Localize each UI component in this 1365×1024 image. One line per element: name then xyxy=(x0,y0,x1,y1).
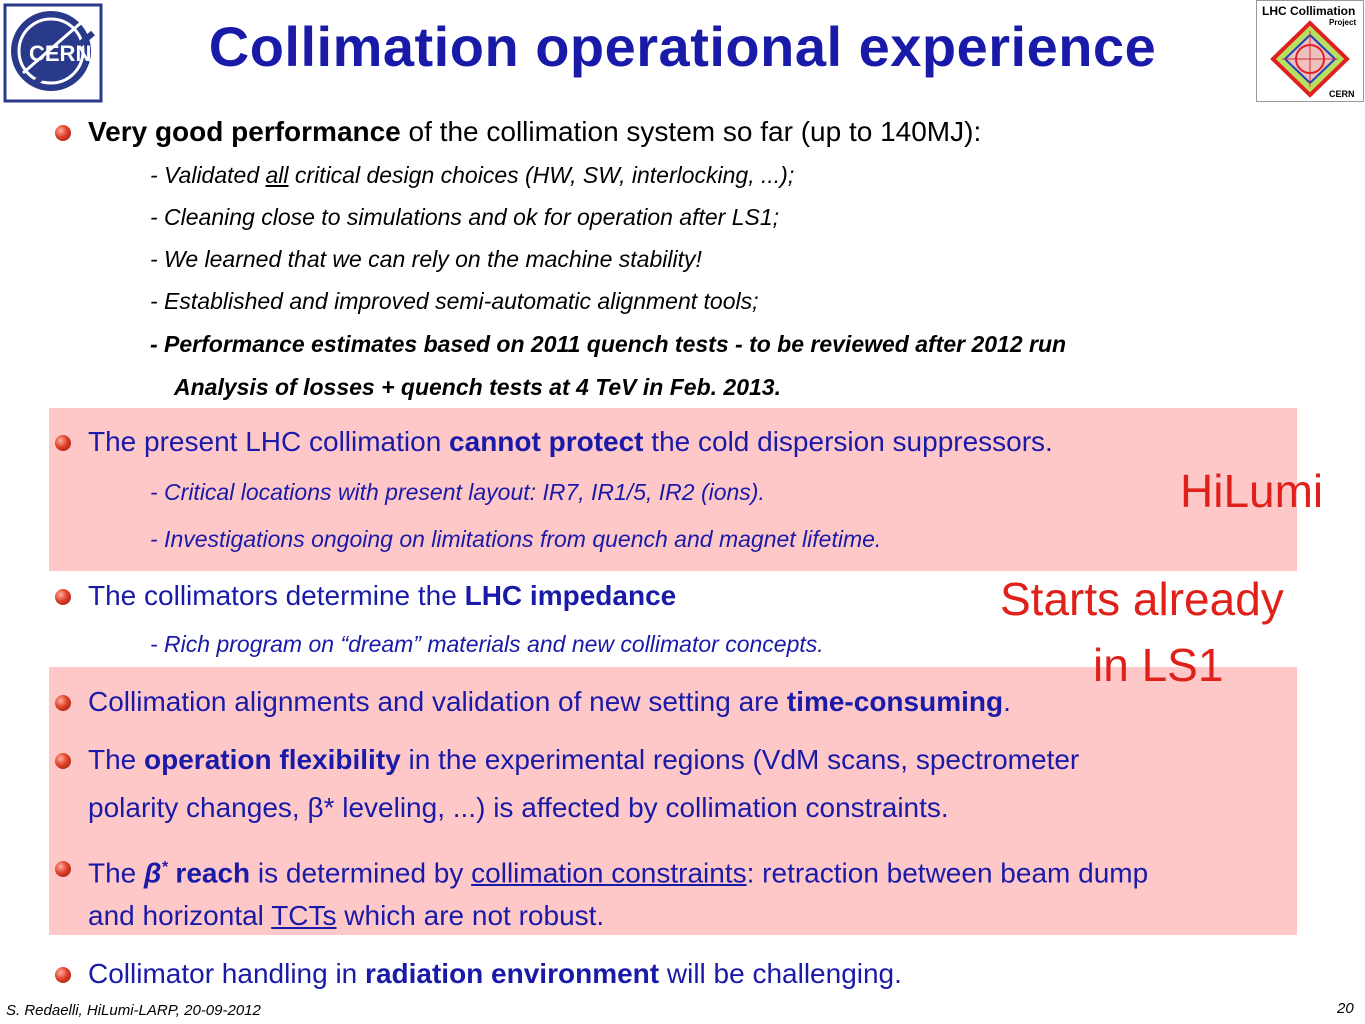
flexibility-bold: operation flexibility xyxy=(144,744,401,775)
beta-star: * xyxy=(161,859,168,876)
page-number: 20 xyxy=(1337,1000,1354,1017)
impedance-a: The collimators determine the xyxy=(88,580,465,611)
sub-validated-underline: all xyxy=(265,162,289,188)
cannot-protect-bold: cannot protect xyxy=(449,426,644,457)
sub-critical-locations: - Critical locations with present layout… xyxy=(150,479,765,505)
bullet-radiation: Collimator handling in radiation environ… xyxy=(88,958,902,990)
lhc-collimation-project-logo: LHC Collimation Project CERN xyxy=(1256,0,1364,102)
project-logo-line2: Project xyxy=(1329,18,1356,27)
slide-title: Collimation operational experience xyxy=(208,15,1157,78)
bullet-icon xyxy=(55,589,71,605)
sub-cleaning: - Cleaning close to simulations and ok f… xyxy=(150,204,780,230)
bullet-icon xyxy=(55,695,71,711)
project-logo-line1: LHC Collimation xyxy=(1262,4,1355,18)
annotation-starts-already: Starts already xyxy=(1000,573,1284,625)
alignments-a: Collimation alignments and validation of… xyxy=(88,686,787,717)
annotation-hilumi: HiLumi xyxy=(1180,465,1324,517)
bullet-alignments: Collimation alignments and validation of… xyxy=(88,686,1011,718)
beta-reach-line2: and horizontal TCTs which are not robust… xyxy=(88,900,604,932)
sub-validated-b: critical design choices (HW, SW, interlo… xyxy=(288,162,795,188)
highlight-region-1 xyxy=(49,408,1297,571)
beta-reach-bold: reach xyxy=(167,857,251,889)
beta-symbol: β xyxy=(144,857,162,889)
impedance-bold: LHC impedance xyxy=(464,580,677,611)
performance-bold: Very good performance xyxy=(88,116,401,147)
bullet-flexibility: The operation flexibility in the experim… xyxy=(88,744,1079,776)
sub-performance-estimates: - Performance estimates based on 2011 qu… xyxy=(150,331,1067,357)
annotation-in-ls1: in LS1 xyxy=(1093,639,1224,691)
flexibility-line2: polarity changes, β* leveling, ...) is a… xyxy=(88,792,949,823)
bullet-icon xyxy=(55,753,71,769)
flexibility-a: The xyxy=(88,744,145,775)
project-logo-line3: CERN xyxy=(1329,89,1355,99)
sub-validated-a: - Validated xyxy=(150,162,266,188)
cern-logo: CERN xyxy=(3,3,103,103)
radiation-c: will be challenging. xyxy=(659,958,902,989)
bullet-icon xyxy=(55,435,71,451)
performance-text: of the collimation system so far (up to … xyxy=(400,116,982,147)
beta-line2-underline: TCTs xyxy=(271,900,337,931)
sub-dream-materials: - Rich program on “dream” materials and … xyxy=(150,631,824,657)
bullet-icon xyxy=(55,861,71,877)
cannot-protect-a: The present LHC collimation xyxy=(88,426,450,457)
bullet-icon xyxy=(55,125,71,141)
bullet-beta-reach: The β* reach is determined by collimatio… xyxy=(88,852,1148,889)
cannot-protect-c: the cold dispersion suppressors. xyxy=(643,426,1053,457)
alignments-c: . xyxy=(1003,686,1011,717)
sub-stability: - We learned that we can rely on the mac… xyxy=(150,246,702,272)
beta-line2-a: and horizontal xyxy=(88,900,272,931)
bullet-impedance: The collimators determine the LHC impeda… xyxy=(88,580,676,612)
sub-alignment-tools: - Established and improved semi-automati… xyxy=(150,288,759,314)
cern-logo-text: CERN xyxy=(29,41,91,66)
beta-reach-c: is determined by xyxy=(250,857,472,889)
highlight-region-2 xyxy=(49,667,1297,935)
sub-analysis-losses: Analysis of losses + quench tests at 4 T… xyxy=(174,374,781,400)
footer-author: S. Redaelli, HiLumi-LARP, 20-09-2012 xyxy=(6,1002,261,1019)
radiation-a: Collimator handling in xyxy=(88,958,366,989)
alignments-bold: time-consuming xyxy=(786,686,1004,717)
bullet-icon xyxy=(55,967,71,983)
radiation-bold: radiation environment xyxy=(365,958,660,989)
beta-reach-a: The xyxy=(88,857,145,889)
sub-investigations: - Investigations ongoing on limitations … xyxy=(150,526,882,552)
sub-validated: - Validated all critical design choices … xyxy=(150,161,794,189)
bullet-cannot-protect: The present LHC collimation cannot prote… xyxy=(88,426,1053,458)
flexibility-c: in the experimental regions (VdM scans, … xyxy=(400,744,1080,775)
beta-line2-b: which are not robust. xyxy=(336,900,605,931)
beta-reach-e: : retraction between beam dump xyxy=(746,857,1149,889)
bullet-performance: Very good performance of the collimation… xyxy=(88,116,981,148)
beta-reach-underline: collimation constraints xyxy=(471,857,747,889)
